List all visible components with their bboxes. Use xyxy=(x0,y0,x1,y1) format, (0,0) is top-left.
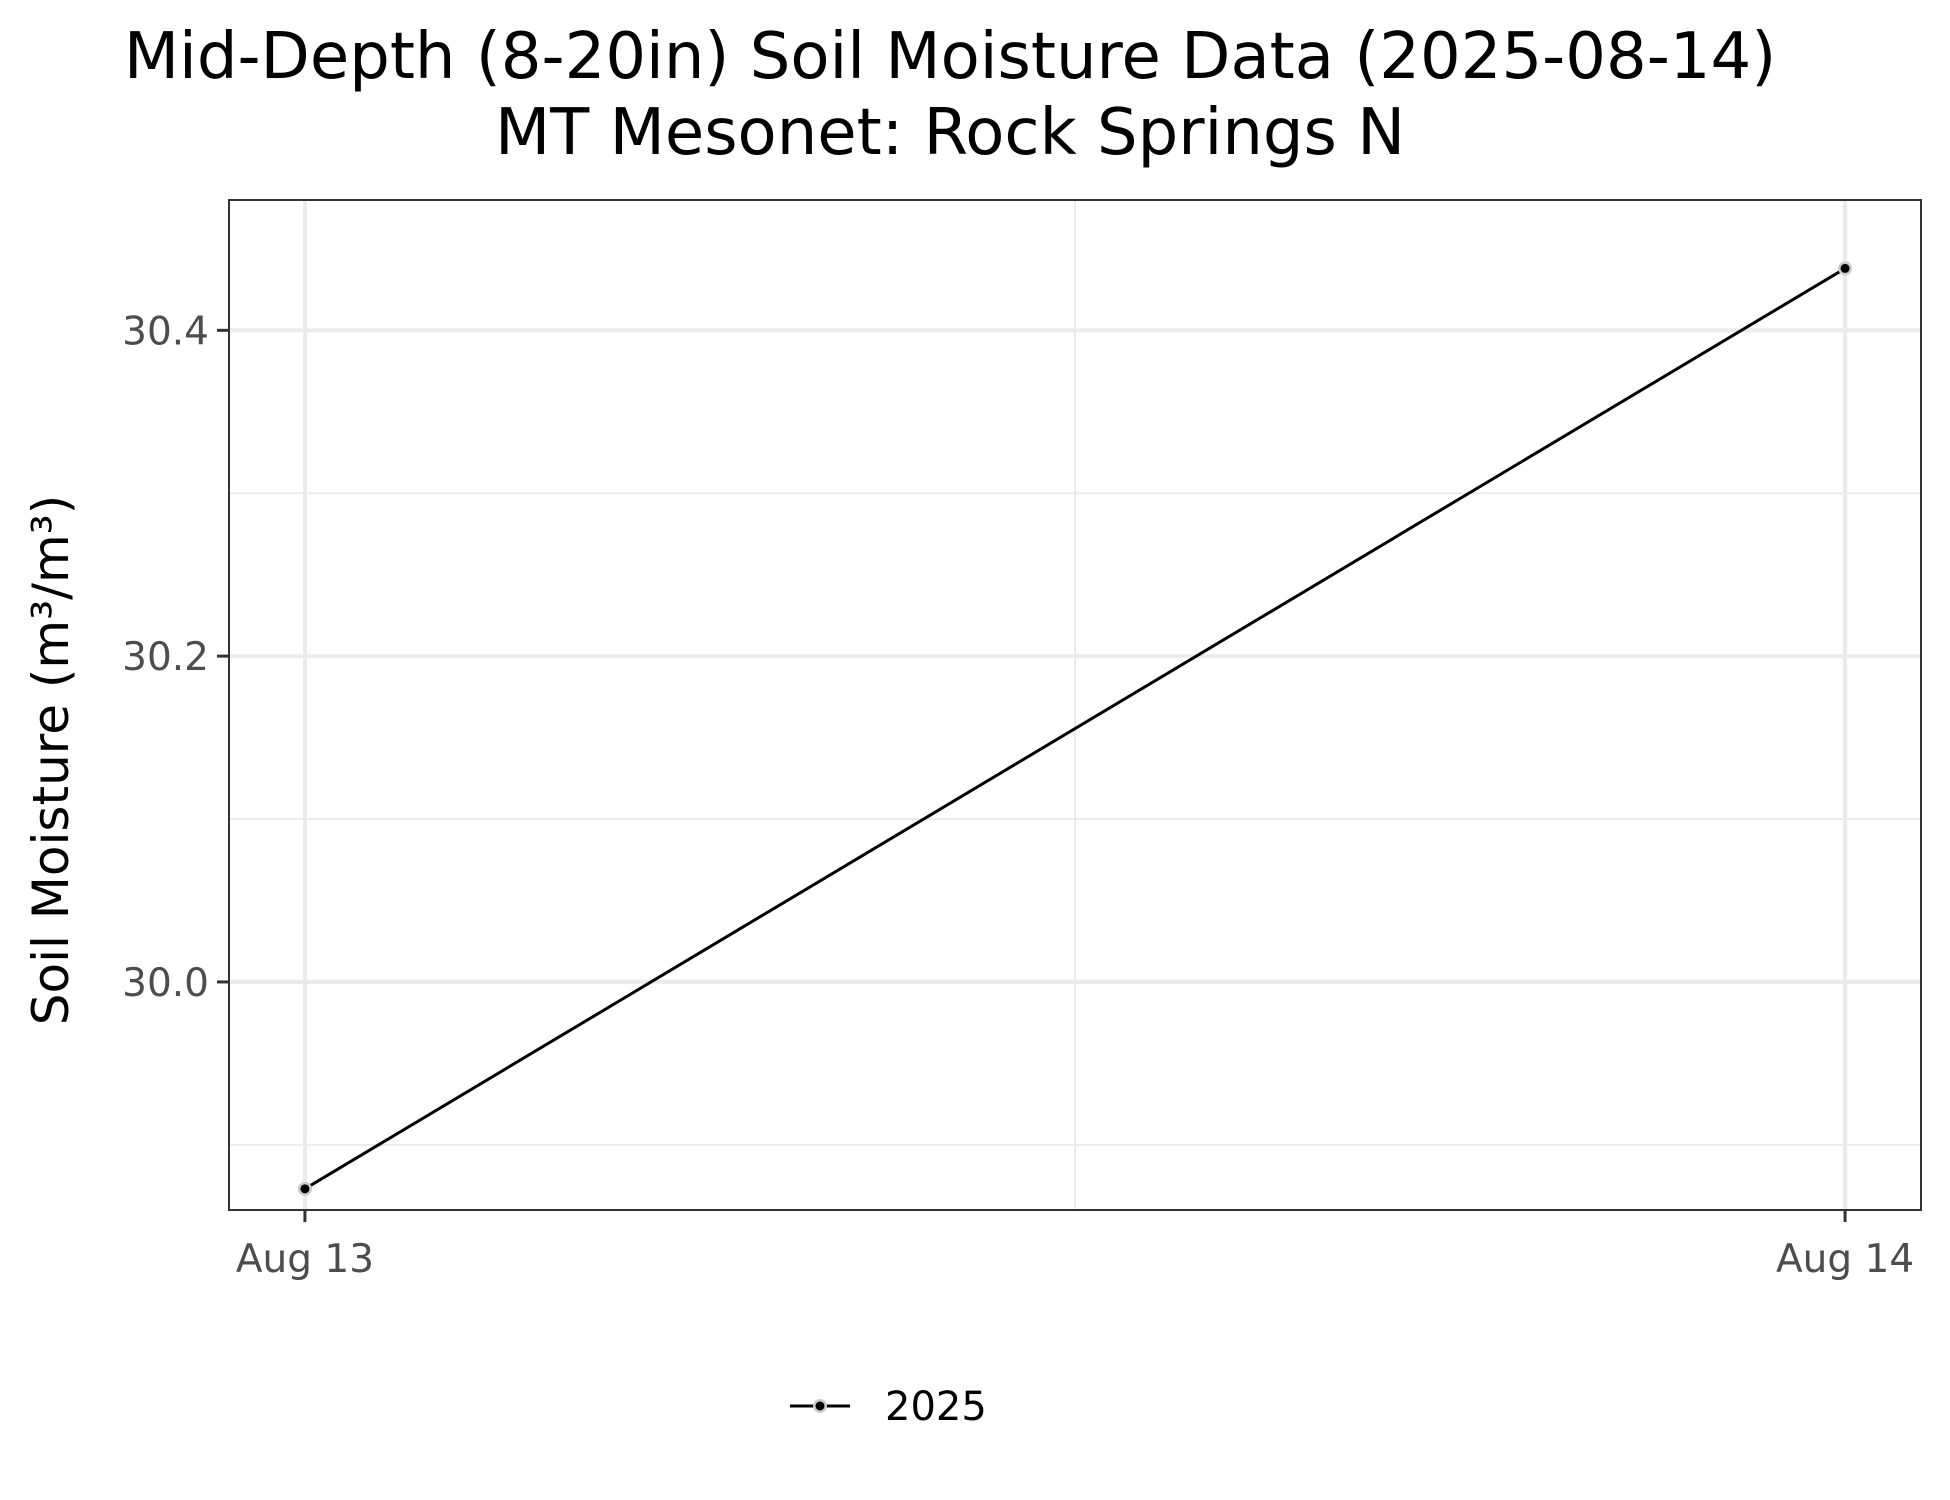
legend: 2025 xyxy=(790,1384,987,1430)
chart-subtitle: MT Mesonet: Rock Springs N xyxy=(495,96,1405,170)
plot-area: 30.0 30.2 30.4 Aug 13 Aug 14 xyxy=(122,199,1922,1282)
data-point xyxy=(300,1184,310,1194)
y-tick-label: 30.4 xyxy=(122,309,209,354)
y-tick-label: 30.2 xyxy=(122,635,209,680)
data-point xyxy=(1840,263,1850,273)
x-tick-label: Aug 13 xyxy=(236,1237,374,1282)
plot-border xyxy=(228,199,1922,1211)
y-axis-title: Soil Moisture (m³/m³) xyxy=(22,495,80,1025)
series-line-2025 xyxy=(304,267,1846,1191)
x-tick-label: Aug 14 xyxy=(1776,1237,1914,1282)
y-tick-label: 30.0 xyxy=(122,961,209,1006)
legend-label-2025: 2025 xyxy=(885,1384,987,1430)
legend-point-2025 xyxy=(815,1401,825,1411)
chart-title: Mid-Depth (8-20in) Soil Moisture Data (2… xyxy=(124,20,1776,94)
